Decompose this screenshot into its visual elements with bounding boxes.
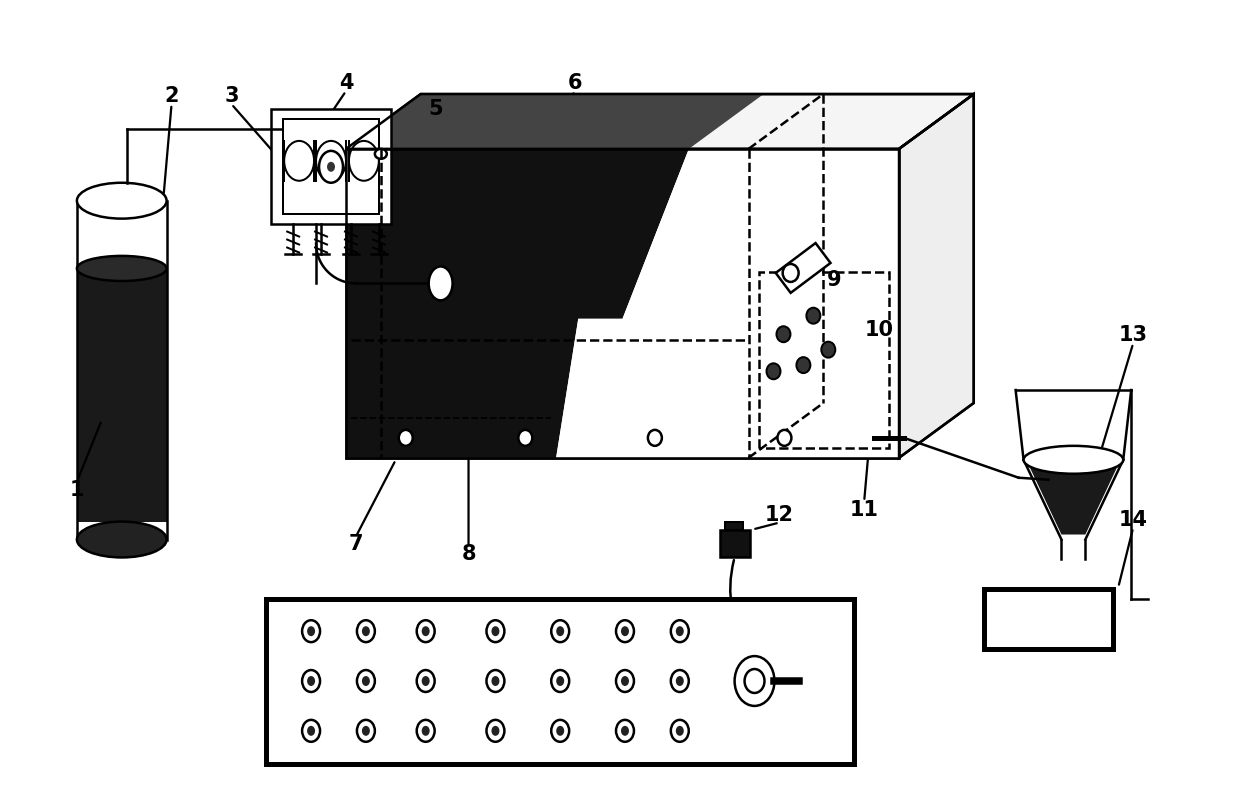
Ellipse shape [303,670,320,692]
Text: 3: 3 [224,86,238,106]
Text: 8: 8 [461,545,476,564]
Ellipse shape [552,670,569,692]
Ellipse shape [621,726,629,736]
Ellipse shape [491,676,500,686]
Bar [719,529,749,557]
Ellipse shape [782,264,799,282]
Ellipse shape [308,726,315,736]
Ellipse shape [557,726,564,736]
Text: 14: 14 [1118,510,1148,529]
Ellipse shape [399,430,413,446]
Text: 11: 11 [849,499,879,520]
Ellipse shape [362,726,370,736]
Ellipse shape [417,719,435,742]
Ellipse shape [327,162,335,172]
Polygon shape [556,149,899,458]
Ellipse shape [616,670,634,692]
Polygon shape [346,149,689,458]
Ellipse shape [417,670,435,692]
Ellipse shape [744,669,765,693]
Text: 5: 5 [428,99,443,119]
Ellipse shape [676,676,683,686]
Ellipse shape [303,719,320,742]
Ellipse shape [777,430,791,446]
Ellipse shape [362,676,370,686]
Polygon shape [1028,465,1118,534]
Ellipse shape [417,620,435,642]
Ellipse shape [776,326,790,342]
Bar [77,269,166,522]
Ellipse shape [422,676,430,686]
Bar [346,149,899,458]
Ellipse shape [557,626,564,636]
Ellipse shape [552,719,569,742]
Ellipse shape [303,620,320,642]
Text: 7: 7 [348,534,363,554]
Bar [346,149,899,458]
Ellipse shape [77,183,166,219]
Bar [272,109,391,223]
Ellipse shape [518,430,532,446]
Ellipse shape [308,626,315,636]
Ellipse shape [671,620,688,642]
Ellipse shape [676,626,683,636]
Text: 9: 9 [827,270,842,290]
Ellipse shape [616,719,634,742]
Ellipse shape [308,676,315,686]
Ellipse shape [552,620,569,642]
Ellipse shape [676,726,683,736]
Ellipse shape [671,670,688,692]
Text: 10: 10 [864,320,894,340]
Text: 6: 6 [568,73,583,93]
Ellipse shape [806,308,821,324]
Ellipse shape [357,719,374,742]
Ellipse shape [316,141,346,180]
Ellipse shape [284,141,314,180]
Ellipse shape [491,626,500,636]
Ellipse shape [422,626,430,636]
Ellipse shape [621,626,629,636]
Ellipse shape [821,342,836,358]
Bar [983,589,1114,650]
Polygon shape [899,94,973,458]
Ellipse shape [362,626,370,636]
Ellipse shape [357,620,374,642]
Ellipse shape [357,670,374,692]
Text: 1: 1 [69,479,84,500]
Ellipse shape [766,363,780,379]
Ellipse shape [429,266,453,301]
Ellipse shape [649,430,662,446]
Ellipse shape [374,149,387,159]
Ellipse shape [348,141,379,180]
Bar [267,599,854,764]
Ellipse shape [491,726,500,736]
Ellipse shape [616,620,634,642]
Ellipse shape [796,357,811,373]
Polygon shape [346,94,764,149]
Ellipse shape [671,719,688,742]
Ellipse shape [486,670,505,692]
Ellipse shape [557,676,564,686]
Text: 4: 4 [339,73,353,93]
Ellipse shape [77,522,166,557]
Ellipse shape [486,719,505,742]
Text: 13: 13 [1118,325,1148,345]
Ellipse shape [422,726,430,736]
Ellipse shape [319,151,343,183]
Ellipse shape [1023,446,1123,474]
Polygon shape [776,243,831,293]
Bar [724,522,743,529]
Text: 12: 12 [765,505,794,525]
Bar [283,119,379,214]
Ellipse shape [734,656,775,706]
Ellipse shape [486,620,505,642]
Ellipse shape [621,676,629,686]
Polygon shape [346,94,973,149]
Ellipse shape [77,256,166,281]
Text: 2: 2 [165,86,179,106]
